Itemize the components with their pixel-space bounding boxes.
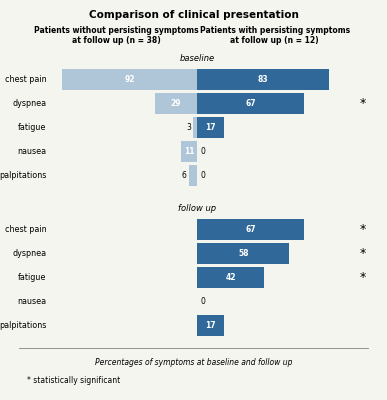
Text: * statistically significant: * statistically significant — [27, 376, 120, 385]
Bar — [197, 315, 224, 336]
Text: palpitations: palpitations — [0, 171, 46, 180]
Text: chest pain: chest pain — [5, 225, 46, 234]
Text: 58: 58 — [238, 249, 248, 258]
Text: 17: 17 — [205, 123, 216, 132]
Text: 3: 3 — [186, 123, 191, 132]
Text: Percentages of symptoms at baseline and follow up: Percentages of symptoms at baseline and … — [95, 358, 292, 367]
Text: 6: 6 — [182, 171, 187, 180]
Text: *: * — [360, 97, 366, 110]
Text: 42: 42 — [226, 273, 236, 282]
Text: Patients without persisting symptoms
at follow up (n = 38): Patients without persisting symptoms at … — [34, 26, 199, 45]
Text: 29: 29 — [171, 99, 181, 108]
Text: palpitations: palpitations — [0, 321, 46, 330]
Text: 92: 92 — [125, 75, 135, 84]
Bar — [188, 165, 197, 186]
Text: *: * — [360, 271, 366, 284]
Text: 0: 0 — [200, 297, 205, 306]
Text: 83: 83 — [258, 75, 269, 84]
Text: 67: 67 — [245, 225, 256, 234]
Text: *: * — [360, 223, 366, 236]
Bar — [62, 69, 197, 90]
Text: 67: 67 — [245, 99, 256, 108]
Bar — [197, 243, 289, 264]
Text: nausea: nausea — [17, 297, 46, 306]
Bar — [155, 93, 197, 114]
Text: dyspnea: dyspnea — [12, 99, 46, 108]
Text: Comparison of clinical presentation: Comparison of clinical presentation — [89, 10, 298, 20]
Bar — [181, 141, 197, 162]
Text: fatigue: fatigue — [18, 273, 46, 282]
Text: *: * — [360, 247, 366, 260]
Text: 0: 0 — [200, 171, 205, 180]
Text: dyspnea: dyspnea — [12, 249, 46, 258]
Bar — [197, 69, 329, 90]
Bar — [197, 117, 224, 138]
Text: nausea: nausea — [17, 147, 46, 156]
Text: 0: 0 — [200, 147, 205, 156]
Text: fatigue: fatigue — [18, 123, 46, 132]
Text: Patients with persisting symptoms
at follow up (n = 12): Patients with persisting symptoms at fol… — [200, 26, 350, 45]
Text: 11: 11 — [184, 147, 195, 156]
Bar — [197, 267, 264, 288]
Text: 17: 17 — [205, 321, 216, 330]
Text: baseline: baseline — [180, 54, 215, 63]
Bar — [197, 219, 304, 240]
Bar — [193, 117, 197, 138]
Bar — [197, 93, 304, 114]
Text: chest pain: chest pain — [5, 75, 46, 84]
Text: follow up: follow up — [178, 204, 216, 213]
